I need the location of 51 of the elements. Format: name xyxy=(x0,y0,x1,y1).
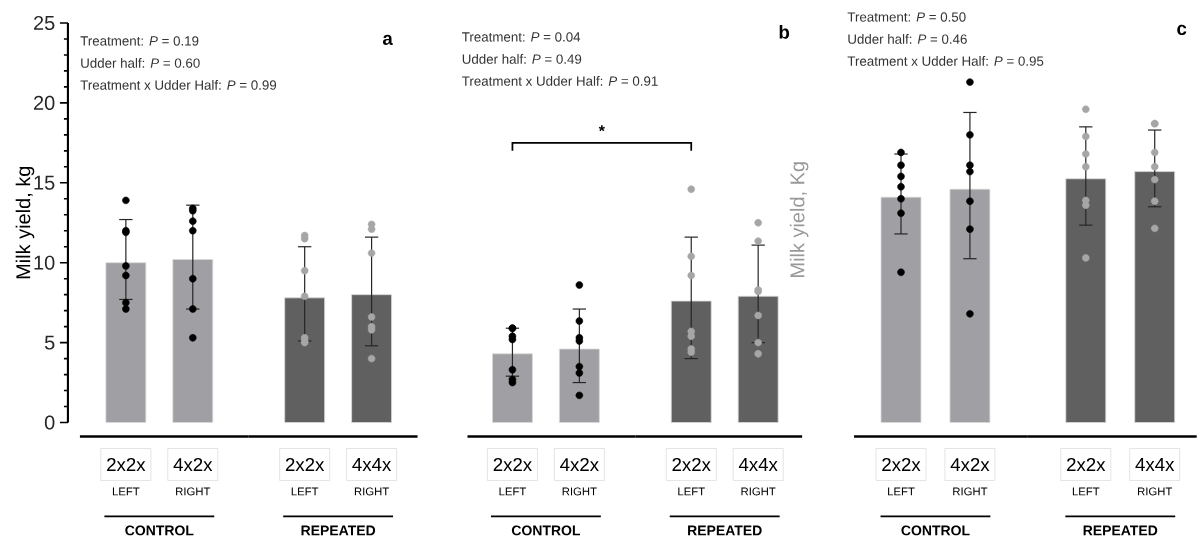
text: LEFT xyxy=(499,487,527,496)
x-tick-label: 4x4x xyxy=(352,457,392,471)
annotation: Treatment x Udder Half: P = 0.95 xyxy=(847,55,1044,66)
annotation: Udder half: P = 0.49 xyxy=(462,53,582,64)
text: LEFT xyxy=(291,487,319,496)
x-axis-title: REPEATED xyxy=(1083,525,1158,536)
text: LEFT xyxy=(678,487,705,496)
x-tick-label: 2x2x xyxy=(1067,457,1106,471)
text: RIGHT xyxy=(176,487,211,496)
y-tick-label: 5 xyxy=(44,335,55,350)
text: LEFT xyxy=(888,487,915,496)
x-axis-title: REPEATED xyxy=(301,525,376,536)
x-axis-title: CONTROL xyxy=(901,525,970,536)
annotation: Treatment x Udder Half: P = 0.91 xyxy=(462,75,658,86)
x-tick-label: 4x2x xyxy=(950,457,990,471)
text: RIGHT xyxy=(741,487,776,496)
annotation: Udder half: P = 0.60 xyxy=(81,57,200,68)
x-tick-label: 2x2x xyxy=(882,457,921,471)
text: LEFT xyxy=(112,487,140,496)
x-tick-label: 2x2x xyxy=(672,457,711,471)
text: RIGHT xyxy=(354,487,389,496)
text: RIGHT xyxy=(562,487,597,496)
x-axis-title: CONTROL xyxy=(511,525,581,536)
y-axis-title: Milk yield, Kg xyxy=(789,162,809,277)
text: RIGHT xyxy=(1138,487,1173,496)
x-tick-label: 4x4x xyxy=(1135,457,1175,471)
text: Treatment: P = 0.50 xyxy=(847,12,966,22)
y-tick-label: 10 xyxy=(34,255,55,270)
annotation: Treatment: P = 0.04 xyxy=(462,32,581,42)
text: LEFT xyxy=(1072,487,1100,496)
x-tick-label: 4x4x xyxy=(738,457,778,471)
x-axis-title: CONTROL xyxy=(125,525,194,536)
y-tick-label: 25 xyxy=(34,15,55,30)
x-tick-label: 2x2x xyxy=(493,457,532,471)
y-axis-title: Milk yield, kg xyxy=(15,166,35,279)
annotation: Treatment x Udder Half: P = 0.99 xyxy=(80,79,277,90)
x-tick-label: 4x2x xyxy=(560,457,599,471)
chart-title: a xyxy=(382,34,393,45)
annotation: Udder half: P = 0.46 xyxy=(848,33,967,44)
x-tick-label: 2x2x xyxy=(285,457,325,471)
y-tick-label: 15 xyxy=(34,175,55,190)
annotation: * xyxy=(598,125,605,132)
y-tick-label: 20 xyxy=(34,95,55,110)
x-axis-title: REPEATED xyxy=(688,525,762,536)
y-tick-label: 0 xyxy=(44,415,55,430)
x-tick-label: 2x2x xyxy=(107,457,146,471)
chart-title: b xyxy=(779,24,790,39)
annotation: Treatment: P = 0.19 xyxy=(80,36,199,46)
text: RIGHT xyxy=(953,487,988,496)
chart-title: c xyxy=(1177,24,1187,35)
x-tick-label: 4x2x xyxy=(173,457,213,471)
